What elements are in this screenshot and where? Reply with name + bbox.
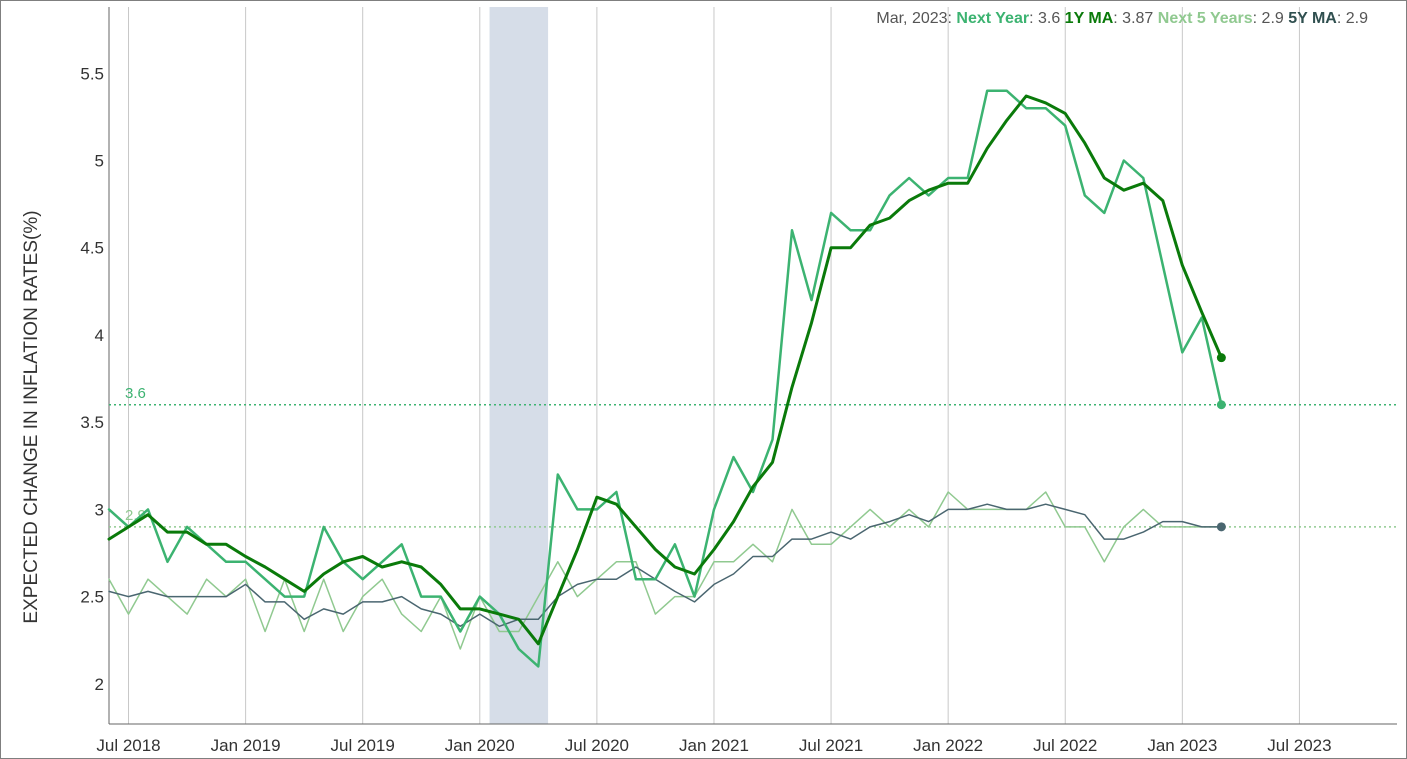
x-tick-label: Jul 2018 bbox=[96, 736, 160, 755]
y-tick-label: 5.5 bbox=[80, 64, 104, 83]
y-tick-label: 2.5 bbox=[80, 588, 104, 607]
y-tick-label: 4 bbox=[95, 326, 104, 345]
series-line-next-5-years bbox=[108, 491, 1223, 650]
y-tick-label: 5 bbox=[95, 152, 104, 171]
y-tick-label: 3.5 bbox=[80, 413, 104, 432]
reference-line-label: 3.6 bbox=[125, 385, 146, 402]
x-tick-label: Jan 2021 bbox=[679, 736, 749, 755]
x-tick-label: Jul 2020 bbox=[565, 736, 629, 755]
x-tick-label: Jan 2023 bbox=[1147, 736, 1217, 755]
x-tick-label: Jan 2019 bbox=[211, 736, 281, 755]
end-marker-5y-ma bbox=[1216, 522, 1226, 532]
x-tick-label: Jul 2019 bbox=[331, 736, 395, 755]
end-marker-next-year bbox=[1216, 400, 1226, 410]
x-tick-label: Jul 2021 bbox=[799, 736, 863, 755]
readout-date: Mar, 2023 bbox=[876, 10, 948, 27]
series-line-next-year bbox=[107, 89, 1223, 668]
readout-key-5y-ma: 5Y MA bbox=[1288, 10, 1337, 27]
y-tick-label: 2 bbox=[95, 675, 104, 694]
series-line-5y-ma bbox=[108, 503, 1223, 628]
series-line-1y-ma bbox=[107, 94, 1223, 646]
readout-value-5y-ma: 2.9 bbox=[1345, 10, 1368, 27]
recession-band bbox=[489, 7, 549, 724]
x-tick-label: Jan 2022 bbox=[913, 736, 983, 755]
readout-value-next-year: 3.6 bbox=[1037, 10, 1061, 27]
x-tick-label: Jul 2023 bbox=[1267, 736, 1331, 755]
y-axis-label: EXPECTED CHANGE IN INFLATION RATES(%) bbox=[21, 210, 42, 624]
y-tick-label: 3 bbox=[95, 500, 104, 519]
readout-value-1y-ma: 3.87 bbox=[1122, 10, 1154, 27]
readout-key-next-5-years: Next 5 Years bbox=[1157, 10, 1253, 27]
readout-value-next-5-years: 2.9 bbox=[1261, 10, 1284, 27]
readout-key-next-year: Next Year bbox=[956, 10, 1030, 27]
end-marker-1y-ma bbox=[1216, 353, 1226, 363]
x-tick-label: Jan 2020 bbox=[445, 736, 515, 755]
readout-key-1y-ma: 1Y MA bbox=[1064, 10, 1114, 27]
hover-readout: Mar, 2023: Next Year: 3.6 1Y MA: 3.87 Ne… bbox=[876, 10, 1368, 27]
y-tick-label: 4.5 bbox=[80, 239, 104, 258]
x-tick-label: Jul 2022 bbox=[1033, 736, 1097, 755]
